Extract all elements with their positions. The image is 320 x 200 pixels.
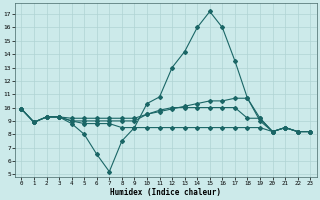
X-axis label: Humidex (Indice chaleur): Humidex (Indice chaleur) <box>110 188 221 197</box>
